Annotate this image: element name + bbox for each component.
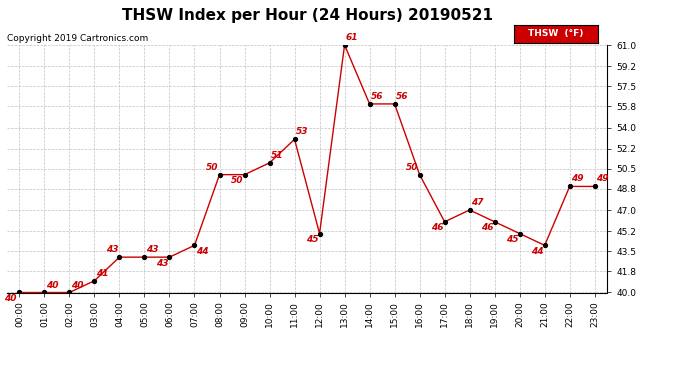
Text: 40: 40 <box>4 294 17 303</box>
Text: 44: 44 <box>531 247 544 256</box>
Text: 50: 50 <box>206 163 218 172</box>
Title: THSW Index per Hour (24 Hours) 20190521: THSW Index per Hour (24 Hours) 20190521 <box>121 8 493 22</box>
Text: Copyright 2019 Cartronics.com: Copyright 2019 Cartronics.com <box>7 33 148 42</box>
Text: 41: 41 <box>96 269 108 278</box>
Text: 53: 53 <box>296 128 308 136</box>
Text: 49: 49 <box>571 174 584 183</box>
Text: 61: 61 <box>346 33 358 42</box>
Text: 50: 50 <box>230 176 244 185</box>
Text: 51: 51 <box>270 151 284 160</box>
Text: 46: 46 <box>481 224 493 232</box>
Text: 40: 40 <box>70 280 83 290</box>
Text: 56: 56 <box>371 92 384 101</box>
Text: 43: 43 <box>156 259 168 268</box>
Text: 43: 43 <box>146 245 158 254</box>
Text: 47: 47 <box>471 198 484 207</box>
Text: 49: 49 <box>596 174 609 183</box>
Text: 44: 44 <box>196 247 208 256</box>
Text: 43: 43 <box>106 245 118 254</box>
Text: 40: 40 <box>46 280 58 290</box>
Text: 45: 45 <box>506 235 518 244</box>
Text: 46: 46 <box>431 224 444 232</box>
Text: 45: 45 <box>306 235 318 244</box>
Text: 56: 56 <box>396 92 408 101</box>
Text: 50: 50 <box>406 163 418 172</box>
